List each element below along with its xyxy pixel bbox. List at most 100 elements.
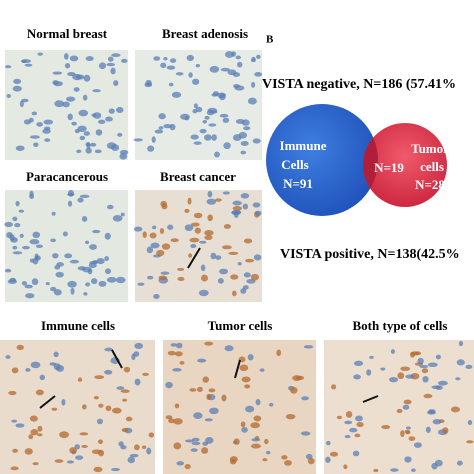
cell xyxy=(188,72,193,78)
cell xyxy=(175,342,183,349)
cell xyxy=(400,366,411,372)
cell xyxy=(204,115,210,120)
cell xyxy=(243,126,251,131)
cell xyxy=(190,134,199,140)
cell xyxy=(120,212,125,217)
cell xyxy=(266,450,271,455)
cell xyxy=(171,91,182,98)
cell xyxy=(77,197,84,203)
cell xyxy=(432,419,442,425)
cell xyxy=(190,243,197,249)
cell xyxy=(44,138,51,142)
cell xyxy=(423,393,433,399)
cell xyxy=(396,408,403,414)
cell xyxy=(214,151,220,158)
cell xyxy=(30,361,41,369)
cell xyxy=(53,289,62,296)
cell xyxy=(232,206,243,211)
cell xyxy=(243,238,253,244)
cell xyxy=(419,364,429,369)
cell xyxy=(163,124,172,129)
cell xyxy=(224,345,234,352)
cell xyxy=(199,128,207,134)
cell xyxy=(242,203,249,210)
cell xyxy=(198,289,209,297)
cell xyxy=(52,253,59,259)
cell xyxy=(18,209,25,213)
cell xyxy=(404,429,411,434)
cell xyxy=(137,282,145,286)
cell xyxy=(4,65,12,69)
cell xyxy=(208,123,217,127)
cell xyxy=(6,94,11,98)
cell xyxy=(36,122,43,127)
cell xyxy=(455,377,461,381)
cell xyxy=(184,116,190,121)
cell xyxy=(240,140,249,146)
cell xyxy=(240,421,246,428)
venn-label: Cells xyxy=(281,157,308,172)
cell xyxy=(189,388,197,392)
cell xyxy=(119,153,128,160)
panel-letter: B xyxy=(266,34,274,46)
cell xyxy=(11,367,19,374)
cell xyxy=(303,345,314,349)
cell xyxy=(235,55,241,60)
cell xyxy=(231,51,237,57)
cell xyxy=(422,375,429,383)
cell xyxy=(241,119,250,126)
venn-caption: VISTA positive, N=138(42.5% xyxy=(280,247,460,262)
cell xyxy=(343,464,348,470)
cell xyxy=(98,62,107,70)
venn-label: N=28 xyxy=(415,177,445,192)
cell xyxy=(409,351,416,358)
cell xyxy=(66,460,75,464)
cell xyxy=(12,251,23,255)
cell xyxy=(33,142,39,147)
cell xyxy=(191,441,201,446)
cell xyxy=(22,245,30,250)
cell xyxy=(204,418,213,422)
cell xyxy=(94,375,105,380)
cell xyxy=(163,57,168,61)
cell xyxy=(12,245,18,250)
micrograph xyxy=(0,340,155,474)
cell xyxy=(467,420,473,426)
cell xyxy=(195,64,201,68)
cell xyxy=(55,364,65,372)
arrow xyxy=(234,359,241,379)
cell xyxy=(456,359,465,366)
cell xyxy=(90,278,98,285)
cell xyxy=(369,355,374,359)
cell xyxy=(81,215,88,222)
cell xyxy=(253,415,262,422)
cell xyxy=(74,128,80,134)
cell xyxy=(158,126,164,130)
cell xyxy=(10,466,19,471)
cell xyxy=(240,150,247,155)
cell xyxy=(300,431,311,436)
cell xyxy=(193,412,203,420)
cell xyxy=(75,455,84,460)
cell xyxy=(354,433,361,438)
cell xyxy=(118,441,124,447)
cell xyxy=(215,198,222,202)
cell xyxy=(133,138,143,142)
cell xyxy=(353,374,361,380)
cell xyxy=(200,274,208,282)
cell xyxy=(56,262,65,267)
cell xyxy=(67,193,75,197)
cell xyxy=(390,349,395,354)
arrow xyxy=(187,247,201,269)
cell xyxy=(121,427,129,433)
cell xyxy=(64,62,71,69)
cell xyxy=(241,376,251,383)
panel-label: Both type of cells xyxy=(353,318,448,333)
cell xyxy=(232,200,242,206)
cell xyxy=(113,80,119,87)
cell xyxy=(13,78,22,84)
cell xyxy=(19,233,24,238)
cell xyxy=(331,384,337,390)
cell xyxy=(67,200,73,207)
